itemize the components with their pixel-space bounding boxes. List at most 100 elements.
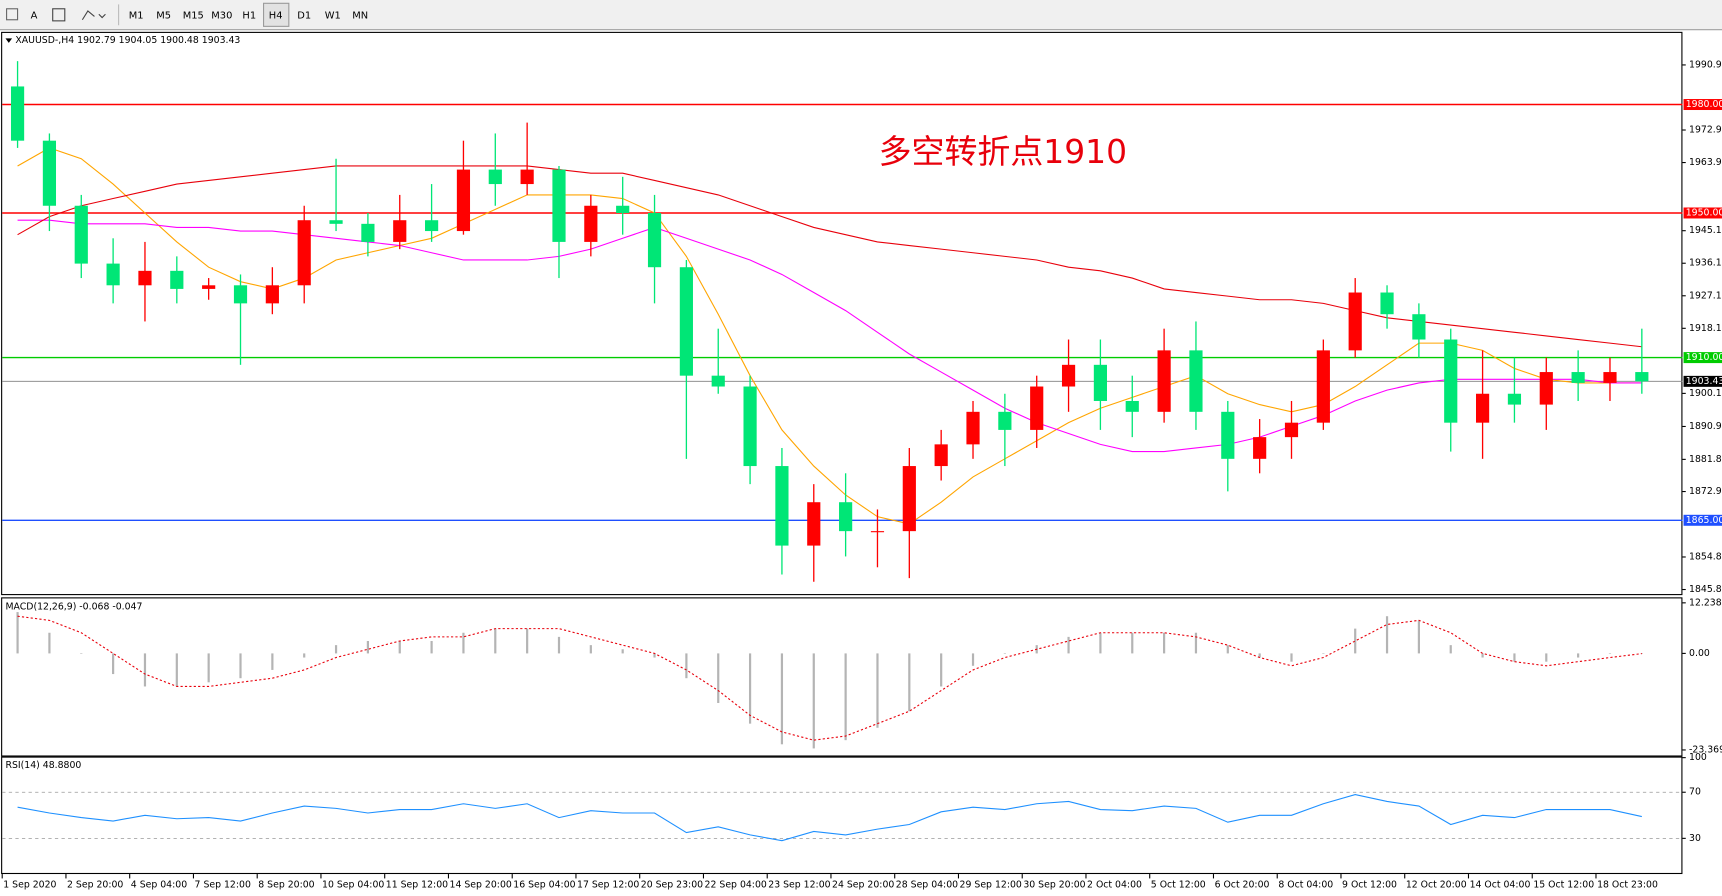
toolbar-buttons: A M1 M5 M15 M30 H1 H4 D1 W1 MN — [6, 2, 368, 27]
macd-bar — [1194, 632, 1198, 654]
timeframe-button[interactable]: H1 — [242, 10, 256, 21]
candle-body — [839, 502, 853, 532]
candle-body — [807, 502, 821, 546]
active-timeframe — [263, 2, 290, 27]
timeframe-button[interactable]: M15 — [183, 10, 204, 21]
y-tick-label: 1881.85 — [1689, 454, 1722, 465]
x-tick-label: 1 Sep 2020 — [3, 880, 56, 891]
macd-bar — [398, 641, 401, 654]
timeframe-button[interactable]: M30 — [211, 10, 232, 21]
candle-body — [1189, 350, 1203, 412]
macd-bar — [685, 653, 688, 679]
macd-bar — [1577, 653, 1580, 658]
candle-body — [1571, 372, 1585, 383]
candle-body — [1030, 386, 1044, 430]
y-tick-label: 30 — [1689, 833, 1701, 844]
y-tick-label: 1845.85 — [1689, 584, 1722, 595]
macd-bar — [812, 653, 815, 749]
x-tick-label: 11 Sep 12:00 — [386, 880, 448, 891]
timeframe-button[interactable]: H4 — [269, 10, 283, 21]
candle-body — [775, 466, 789, 546]
pane-title: MACD(12,26,9) -0.068 -0.047 — [5, 602, 142, 613]
candle-body — [679, 267, 693, 376]
candle-body — [1125, 400, 1139, 412]
y-tick-label: 70 — [1689, 787, 1701, 798]
y-tick-label: 1872.95 — [1689, 486, 1722, 497]
candle-body — [42, 140, 57, 206]
candle-body — [138, 270, 152, 286]
candle-body — [10, 86, 25, 141]
y-tick-label: 1854.85 — [1689, 551, 1722, 562]
crosshair-icon[interactable] — [6, 8, 19, 21]
candle-body — [456, 169, 471, 232]
macd-bar — [494, 628, 497, 654]
x-tick-label: 6 Oct 20:00 — [1215, 880, 1270, 891]
timeframe-button[interactable]: MN — [352, 10, 368, 21]
macd-bar — [780, 653, 784, 745]
pane-title: XAUUSD-,H4 1902.79 1904.05 1900.48 1903.… — [15, 35, 240, 46]
pane-menu[interactable] — [5, 38, 13, 43]
candle-body — [170, 270, 184, 289]
text-tool[interactable]: A — [31, 10, 38, 21]
macd-bar — [1385, 616, 1389, 654]
shapes-menu[interactable] — [81, 10, 106, 21]
timeframe-button[interactable]: D1 — [297, 10, 311, 21]
x-tick-label: 4 Sep 04:00 — [131, 880, 187, 891]
timeframe-button[interactable]: M5 — [156, 10, 171, 21]
candle-body — [1157, 350, 1171, 412]
macd-bar — [80, 653, 83, 654]
x-tick-label: 5 Oct 12:00 — [1151, 880, 1206, 891]
macd-bar — [1131, 632, 1134, 654]
candle-body — [998, 411, 1012, 430]
candle-body — [966, 411, 980, 445]
x-tick-label: 10 Sep 04:00 — [322, 880, 384, 891]
label-tool[interactable] — [52, 8, 66, 22]
y-tick-label: -23.369 — [1689, 744, 1722, 755]
candle-body — [265, 285, 279, 304]
macd-bar — [1608, 653, 1612, 654]
macd-bar — [1290, 653, 1293, 662]
macd-bar — [876, 653, 879, 728]
current-price-box — [1683, 375, 1722, 387]
x-tick-label: 24 Sep 20:00 — [832, 880, 894, 891]
current-price-label: 1903.43 — [1686, 376, 1722, 387]
timeframe-button[interactable]: M1 — [129, 10, 144, 21]
candle-body — [1603, 372, 1617, 383]
candle-body — [1253, 437, 1267, 459]
candle-body — [488, 169, 502, 185]
macd-bar — [940, 653, 943, 687]
candle-body — [202, 285, 216, 289]
macd-bar — [589, 645, 592, 654]
macd-bar — [1354, 628, 1357, 654]
macd-bar — [844, 653, 847, 741]
candle-body — [711, 375, 725, 387]
x-tick-label: 7 Sep 12:00 — [195, 880, 251, 891]
x-tick-label: 15 Oct 12:00 — [1533, 880, 1594, 891]
y-tick-label: 1945.10 — [1689, 225, 1722, 236]
candle-body — [1221, 411, 1235, 459]
macd-bar — [1099, 632, 1102, 654]
candle-body — [1476, 393, 1490, 423]
macd-bar — [271, 653, 274, 670]
timeframe-button[interactable]: W1 — [325, 10, 341, 21]
price-pane — [1, 31, 1683, 596]
macd-bar — [1226, 645, 1229, 654]
macd-bar — [334, 645, 338, 654]
y-tick-label: 1936.10 — [1689, 258, 1722, 269]
macd-bar — [48, 632, 51, 654]
x-tick-label: 8 Sep 20:00 — [258, 880, 314, 891]
candle-body — [425, 220, 439, 232]
macd-bar — [1513, 653, 1516, 662]
candle-body — [647, 212, 662, 268]
x-tick-label: 12 Oct 20:00 — [1406, 880, 1467, 891]
y-tick-label: 12.238 — [1689, 597, 1722, 608]
level-label: 1865.00 — [1686, 515, 1722, 526]
level-label: 1950.00 — [1686, 207, 1722, 218]
level-label-box — [1683, 352, 1722, 364]
y-tick-label: 1990.95 — [1689, 59, 1722, 70]
pane-title: RSI(14) 48.8800 — [5, 760, 81, 771]
candle-body — [552, 169, 566, 242]
candle-body — [361, 223, 375, 242]
rsi-pane — [1, 756, 1683, 875]
